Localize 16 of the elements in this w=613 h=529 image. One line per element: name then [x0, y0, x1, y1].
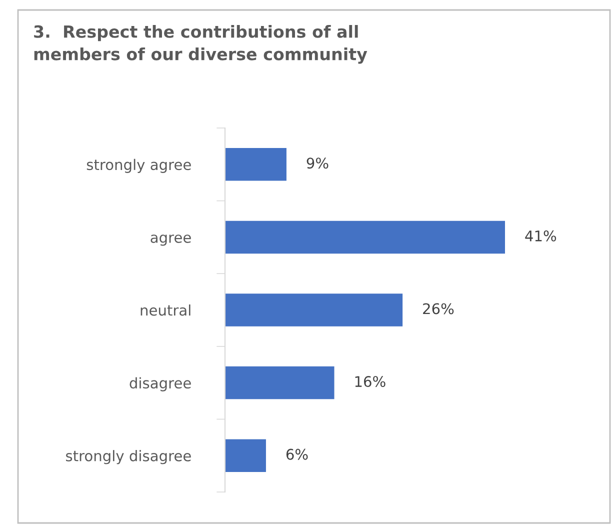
- bar: [225, 148, 286, 181]
- y-tick-label: agree: [150, 234, 191, 246]
- bar: [225, 366, 334, 400]
- chart-title: 3. Respect the contributions of all members of our diverse community: [34, 25, 368, 64]
- y-tick-label: neutral: [140, 304, 190, 316]
- data-label: 16%: [355, 376, 386, 388]
- data-label: 41%: [525, 230, 556, 242]
- y-tick-label: strongly agree: [86, 158, 191, 173]
- data-label: 26%: [423, 303, 454, 314]
- data-label: 6%: [286, 448, 308, 460]
- bar: [225, 220, 505, 254]
- y-tick-label: strongly disagree: [66, 450, 191, 464]
- bar: [225, 294, 403, 326]
- data-label: 9%: [306, 158, 328, 169]
- bar: [225, 439, 266, 472]
- y-tick-label: disagree: [130, 377, 191, 392]
